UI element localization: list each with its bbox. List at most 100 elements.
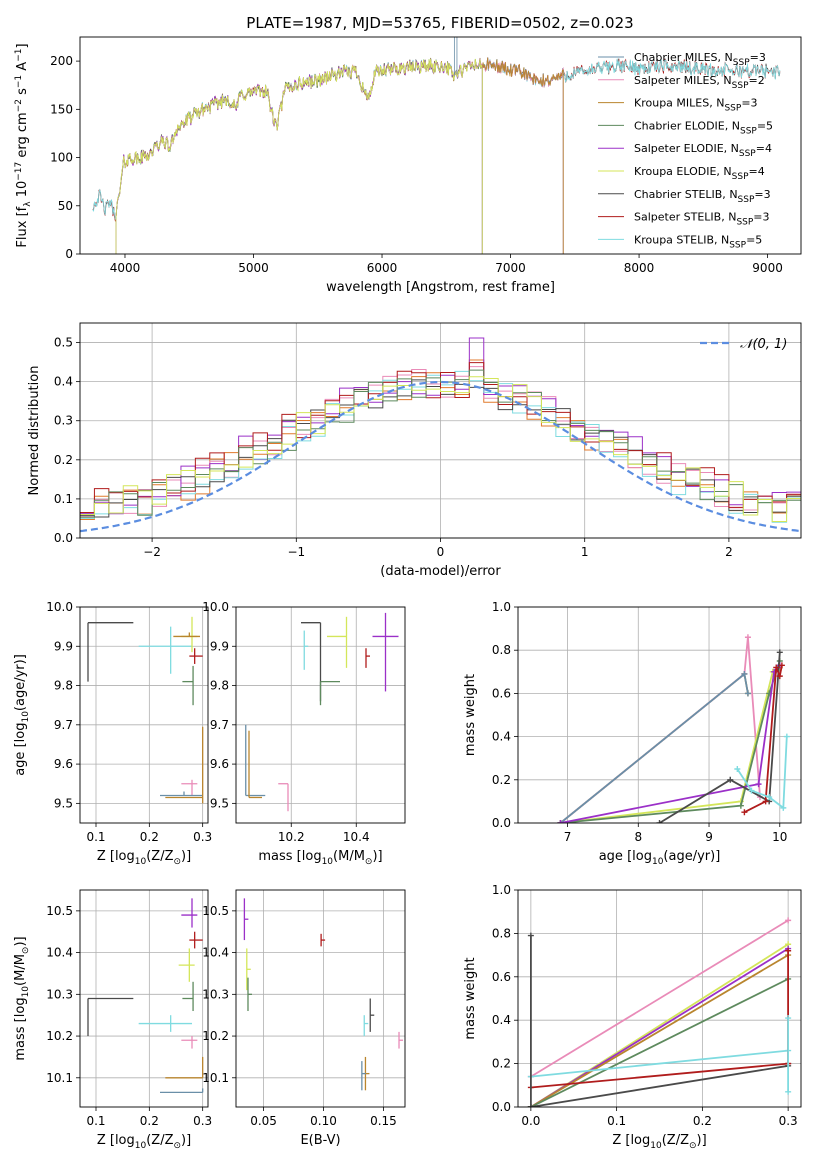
- y-tick-label: 0.2: [492, 773, 511, 787]
- x-tick-label: 7: [564, 830, 572, 844]
- legend-label: Chabrier ELODIE, NSSP=5: [634, 119, 773, 136]
- x-tick-label: 8: [634, 830, 642, 844]
- weight-line: [530, 1064, 789, 1107]
- weight-marker: [773, 664, 780, 671]
- x-tick-label: 10.4: [343, 830, 370, 844]
- weight-line: [530, 978, 789, 1107]
- x-tick-label: 8000: [624, 261, 655, 275]
- weight-marker: [785, 1015, 792, 1022]
- weights_vs_age-frame: [517, 606, 802, 824]
- weight-line: [530, 954, 789, 1107]
- y-axis-label: mass weight: [463, 674, 478, 756]
- weight-marker: [785, 947, 792, 954]
- weights_vs_age-axes: 7 8 9 10 0.0 0.2 0.4 0.6 0.8 1.0 age [log10(age/yr…: [463, 600, 801, 867]
- y-tick-label: 0.2: [54, 453, 73, 467]
- weight-marker: [778, 662, 785, 669]
- spectrum-line-salpeter-miles: [115, 57, 564, 254]
- y-tick-label: 10.2: [46, 1029, 73, 1043]
- weight-marker: [776, 649, 783, 656]
- weight-marker: [780, 804, 787, 811]
- y-tick-label: 9.6: [54, 757, 73, 771]
- x-tick-label: 7000: [495, 261, 526, 275]
- x-axis-label: Z [log10(Z/Z⊙)]: [97, 1133, 191, 1151]
- y-axis-label: mass weight: [463, 957, 478, 1039]
- legend-label: Salpeter MILES, NSSP=2: [634, 74, 765, 91]
- weight-line: [659, 652, 781, 823]
- spectrum-line-chabrier-miles: [115, 57, 564, 254]
- histogram-group: [80, 337, 801, 533]
- x-tick-label: 0.1: [86, 1114, 105, 1128]
- y-tick-label: 0.4: [492, 730, 511, 744]
- residuals-frame: [79, 322, 802, 539]
- legend-label: Kroupa STELIB, NSSP=5: [634, 233, 762, 250]
- mass_vs_EBV-points: [243, 898, 404, 1091]
- weight-marker: [744, 634, 751, 641]
- figure-title: PLATE=1987, MJD=53765, FIBERID=0502, z=0…: [246, 14, 633, 32]
- histogram-step: [80, 369, 801, 518]
- weight-marker: [727, 776, 734, 783]
- y-tick-label: 9.9: [54, 639, 73, 653]
- weights_vs_age-lines: [557, 634, 790, 823]
- legend-label: Salpeter STELIB, NSSP=3: [634, 211, 770, 228]
- y-tick-label: 10.0: [46, 600, 73, 614]
- x-tick-label: 1: [581, 545, 589, 559]
- x-axis-label: age [log10(age/yr)]: [599, 849, 721, 867]
- x-tick-label: 10: [772, 830, 787, 844]
- weight-line: [530, 947, 789, 1107]
- y-tick-label: 0.0: [492, 1100, 511, 1114]
- x-tick-label: 0.1: [86, 830, 105, 844]
- legend-label: Kroupa MILES, NSSP=3: [634, 97, 758, 114]
- x-axis-label: (data-model)/error: [380, 564, 501, 579]
- weight-marker: [741, 809, 748, 816]
- weights_vs_Z-frame: [517, 889, 802, 1108]
- weight-marker: [748, 787, 755, 794]
- x-tick-label: 5000: [238, 261, 269, 275]
- weight-line: [530, 1049, 789, 1078]
- x-tick-label: 0.10: [310, 1114, 337, 1128]
- weight-marker: [755, 781, 762, 788]
- weight-marker: [762, 798, 769, 805]
- y-tick-label: 10.1: [46, 1071, 73, 1085]
- x-tick-label: 9: [705, 830, 713, 844]
- y-tick-label: 0.5: [54, 336, 73, 350]
- y-tick-label: 1.0: [492, 600, 511, 614]
- weight-line: [560, 660, 781, 823]
- y-tick-label: 1.0: [492, 883, 511, 897]
- y-tick-label: 10.3: [46, 987, 73, 1001]
- weight-marker: [785, 917, 792, 924]
- x-tick-label: 0.2: [693, 1114, 712, 1128]
- y-tick-label: 9.7: [210, 718, 229, 732]
- y-tick-label: 10.1: [202, 1071, 229, 1085]
- y-tick-label: 9.5: [54, 796, 73, 810]
- y-axis-label: Flux [fλ 10−17 erg cm−2 s−1 A−1]: [14, 43, 33, 247]
- y-tick-label: 0.3: [54, 414, 73, 428]
- y-tick-label: 100: [50, 151, 73, 165]
- x-axis-label: E(B-V): [300, 1133, 340, 1148]
- y-tick-label: 0.0: [54, 531, 73, 545]
- residuals-legend: 𝒩(0, 1): [700, 337, 787, 352]
- x-tick-label: 0.1: [607, 1114, 626, 1128]
- y-tick-label: 9.7: [54, 718, 73, 732]
- weight-marker: [741, 670, 748, 677]
- x-axis-label: Z [log10(Z/Z⊙)]: [97, 849, 191, 867]
- mass_vs_Z-points: [87, 898, 204, 1094]
- weight-line: [559, 672, 749, 823]
- weight-marker: [744, 690, 751, 697]
- histogram-step: [80, 376, 801, 523]
- y-tick-label: 9.6: [210, 757, 229, 771]
- x-tick-label: 0.2: [140, 1114, 159, 1128]
- y-tick-label: 150: [50, 102, 73, 116]
- y-tick-label: 0.8: [492, 643, 511, 657]
- age_vs_Z-frame: [79, 606, 209, 824]
- spectrum-frame: [79, 36, 802, 255]
- y-tick-label: 0.1: [54, 492, 73, 506]
- age_vs_Z-points: [87, 616, 204, 804]
- age_vs_mass-points: [245, 612, 399, 812]
- x-tick-label: 0.05: [250, 1114, 277, 1128]
- y-tick-label: 50: [58, 199, 73, 213]
- spectrum-line-kroupa-elodie: [115, 58, 483, 254]
- spectrum-line-salpeter-elodie: [115, 58, 483, 254]
- y-tick-label: 9.5: [210, 796, 229, 810]
- y-tick-label: 0.8: [492, 926, 511, 940]
